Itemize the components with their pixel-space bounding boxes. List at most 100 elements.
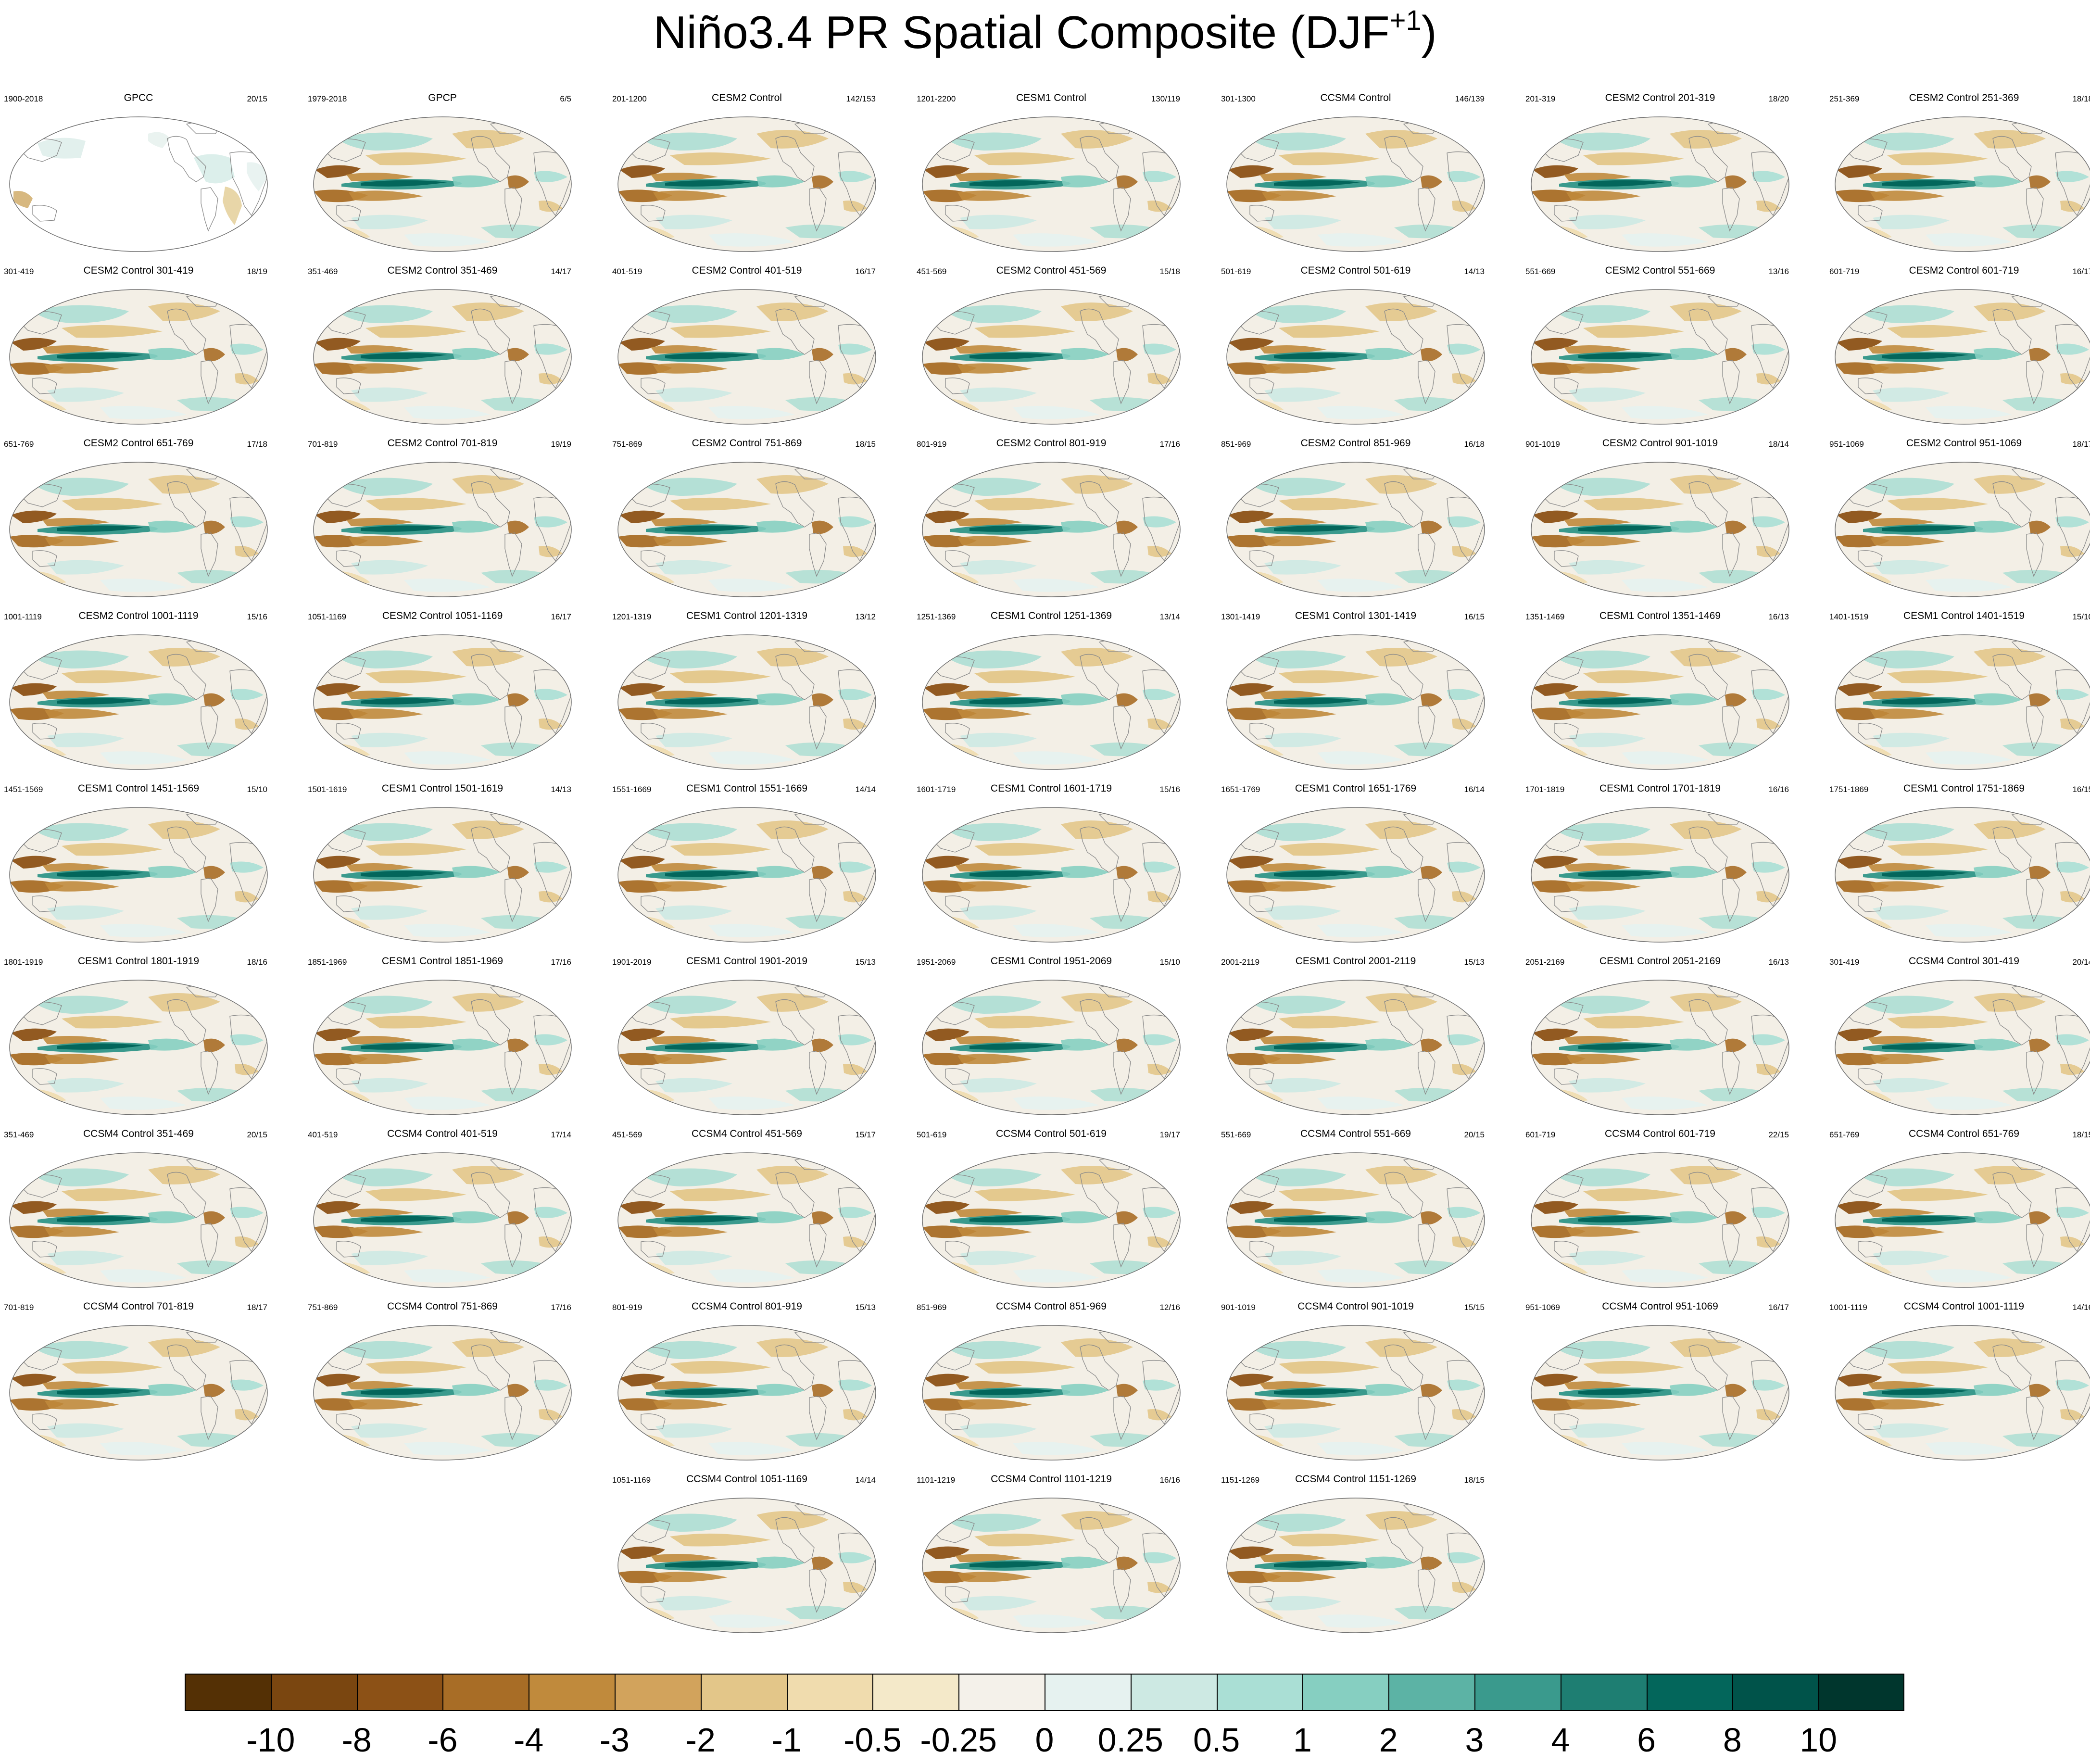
panel-year-range: 2051-2169	[1525, 958, 1565, 967]
panel-title: CCSM4 Control 451-569	[692, 1128, 802, 1139]
colorbar-tick-label: -10	[246, 1721, 295, 1759]
panel-year-range: 1601-1719	[917, 785, 956, 794]
panel-title: CESM2 Control 701-819	[387, 438, 498, 449]
colorbar-tick-label: 0	[1035, 1721, 1054, 1759]
panel-event-count: 17/14	[551, 1130, 571, 1139]
map-panel: 1001-1119 CESM2 Control 1001-1119 15/16	[4, 610, 273, 783]
map-panel: 301-1300 CCSM4 Control 146/139	[1221, 92, 1490, 265]
colorbar-tick-label: -2	[685, 1721, 716, 1759]
precip-anomaly-map	[9, 462, 268, 597]
map-panel: 1151-1269 CCSM4 Control 1151-1269 18/15	[1221, 1474, 1490, 1646]
panel-title: CESM2 Control 951-1069	[1906, 438, 2022, 449]
panel-event-count: 15/13	[855, 1303, 876, 1312]
colorbar-swatch	[1646, 1674, 1733, 1711]
panel-event-count: 142/153	[846, 94, 876, 103]
colorbar-swatch	[529, 1674, 615, 1711]
panel-event-count: 18/20	[1768, 94, 1789, 103]
map-panel: 1551-1669 CESM1 Control 1551-1669 14/14	[612, 783, 881, 956]
panel-title: CESM1 Control 1701-1819	[1599, 783, 1721, 794]
colorbar-tick-label: -0.5	[844, 1721, 902, 1759]
precip-anomaly-map	[1835, 634, 2090, 770]
colorbar-tick-label: 0.5	[1193, 1721, 1240, 1759]
map-panel: 1851-1969 CESM1 Control 1851-1969 17/16	[308, 956, 577, 1128]
precip-anomaly-map	[922, 634, 1181, 770]
panel-title: CESM1 Control 1451-1569	[77, 783, 200, 794]
colorbar-swatch	[442, 1674, 529, 1711]
panel-event-count: 18/19	[247, 267, 267, 276]
precip-anomaly-map	[617, 980, 876, 1115]
colorbar-swatch	[786, 1674, 873, 1711]
panel-title: CESM1 Control 1201-1319	[686, 610, 808, 621]
colorbar-swatch	[700, 1674, 787, 1711]
panel-title: CESM2 Control 351-469	[387, 265, 498, 276]
precip-anomaly-map	[1531, 289, 1789, 425]
panel-year-range: 751-869	[308, 1303, 338, 1312]
panel-title: CESM1 Control 1351-1469	[1599, 610, 1721, 621]
map-panel: 501-619 CCSM4 Control 501-619 19/17	[917, 1128, 1186, 1301]
panel-event-count: 22/15	[1768, 1130, 1789, 1139]
panel-event-count: 15/10	[1159, 958, 1180, 967]
map-panel: 1051-1169 CESM2 Control 1051-1169 16/17	[308, 610, 577, 783]
colorbar-tick-label: -3	[599, 1721, 630, 1759]
panel-title: CESM2 Control 801-919	[996, 438, 1107, 449]
panel-title: CCSM4 Control 851-969	[996, 1301, 1107, 1312]
precip-anomaly-map	[1835, 980, 2090, 1115]
panel-title: CESM1 Control 1601-1719	[990, 783, 1112, 794]
precip-anomaly-map	[313, 289, 572, 425]
panel-year-range: 851-969	[917, 1303, 947, 1312]
panel-year-range: 1701-1819	[1525, 785, 1565, 794]
map-panel: 951-1069 CESM2 Control 951-1069 18/17	[1829, 438, 2090, 610]
colorbar-tick-label: -1	[771, 1721, 802, 1759]
panel-year-range: 901-1019	[1221, 1303, 1256, 1312]
precip-anomaly-map	[922, 980, 1181, 1115]
colorbar-swatch	[1474, 1674, 1561, 1711]
panel-title: CCSM4 Control 301-419	[1909, 956, 2019, 967]
map-panel: 1451-1569 CESM1 Control 1451-1569 15/10	[4, 783, 273, 956]
panel-event-count: 17/16	[1159, 440, 1180, 449]
panel-year-range: 851-969	[1221, 440, 1251, 449]
colorbar-tick-label: -0.25	[920, 1721, 997, 1759]
panel-year-range: 1101-1219	[917, 1475, 956, 1485]
panel-year-range: 201-1200	[612, 94, 647, 103]
panel-title: CCSM4 Control 951-1069	[1602, 1301, 1718, 1312]
precip-anomaly-map	[1226, 462, 1485, 597]
map-panel: 801-919 CCSM4 Control 801-919 15/13	[612, 1301, 881, 1474]
panel-event-count: 18/15	[1464, 1475, 1485, 1485]
panel-title: CESM2 Control 1051-1169	[382, 610, 503, 621]
panel-title: GPCP	[428, 92, 457, 103]
precip-anomaly-map	[922, 1152, 1181, 1288]
precip-anomaly-map	[1531, 807, 1789, 943]
panel-event-count: 20/14	[2072, 958, 2090, 967]
precip-anomaly-map	[1835, 116, 2090, 252]
panel-year-range: 701-819	[4, 1303, 34, 1312]
colorbar-swatch	[1560, 1674, 1647, 1711]
panel-title: CESM2 Control 901-1019	[1602, 438, 1718, 449]
map-panel: 1101-1219 CCSM4 Control 1101-1219 16/16	[917, 1474, 1186, 1646]
panel-year-range: 1851-1969	[308, 958, 347, 967]
map-panel: 451-569 CCSM4 Control 451-569 15/17	[612, 1128, 881, 1301]
map-panel: 1051-1169 CCSM4 Control 1051-1169 14/14	[612, 1474, 881, 1646]
panel-event-count: 15/15	[1464, 1303, 1485, 1312]
panel-year-range: 301-1300	[1221, 94, 1256, 103]
panel-event-count: 18/14	[1768, 440, 1789, 449]
precip-anomaly-map	[1835, 1152, 2090, 1288]
panel-event-count: 20/15	[247, 1130, 267, 1139]
panel-title: CESM1 Control 1401-1519	[1903, 610, 2025, 621]
colorbar-swatch	[1045, 1674, 1131, 1711]
map-panel: 501-619 CESM2 Control 501-619 14/13	[1221, 265, 1490, 438]
precip-anomaly-map	[313, 1325, 572, 1461]
panel-year-range: 701-819	[308, 440, 338, 449]
panel-event-count: 16/17	[551, 612, 571, 621]
panel-event-count: 18/16	[247, 958, 267, 967]
map-panel: 351-469 CCSM4 Control 351-469 20/15	[4, 1128, 273, 1301]
colorbar-swatch	[185, 1674, 271, 1711]
precip-anomaly-map	[1835, 807, 2090, 943]
panel-title: CESM1 Control 2001-2119	[1295, 956, 1416, 967]
panel-year-range: 1051-1169	[612, 1475, 651, 1485]
panel-year-range: 251-369	[1829, 94, 1860, 103]
panel-title: CESM1 Control 1251-1369	[990, 610, 1112, 621]
panel-event-count: 17/16	[551, 1303, 571, 1312]
panel-title: CESM2 Control 251-369	[1909, 92, 2019, 103]
panel-event-count: 14/14	[855, 785, 876, 794]
precip-anomaly-map	[9, 116, 268, 252]
